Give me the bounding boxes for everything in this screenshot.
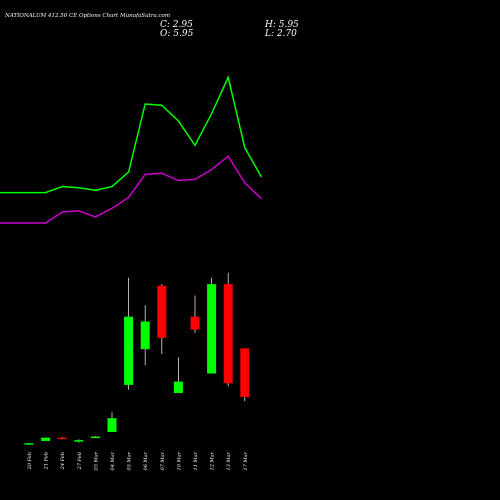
candle-13-mar — [240, 348, 250, 402]
x-tick-label: 05 Mar — [127, 451, 133, 470]
candle-21-feb — [41, 437, 51, 441]
candle-body — [140, 321, 150, 350]
high-value: H: 5.95 — [264, 20, 299, 30]
x-tick-label: 24 Feb — [60, 452, 66, 470]
x-tick-label: 10 Mar — [176, 451, 182, 470]
candle-20-feb — [24, 443, 34, 445]
x-axis-ticks: 20 Feb 21 Feb 24 Feb 27 Feb 03 Mar 04 Mar 05 M… — [27, 451, 249, 470]
x-tick-label: 17 Mar — [243, 451, 249, 470]
close-value: C: 2.95 — [160, 20, 193, 30]
candle-body — [190, 316, 200, 330]
x-tick-label: 13 Mar — [226, 451, 232, 470]
candle-body — [41, 437, 51, 441]
candle-body — [157, 285, 167, 338]
x-tick-label: 11 Mar — [193, 451, 199, 470]
x-tick-label: 06 Mar — [143, 451, 149, 470]
x-tick-label: 03 Mar — [93, 451, 99, 470]
low-value: L: 2.70 — [264, 29, 297, 39]
open-value: O: 5.95 — [160, 29, 194, 39]
x-tick-label: 20 Feb — [27, 452, 33, 470]
upper-line-series — [0, 74, 263, 194]
chart-title: NATIONALUM 412.50 CE Options Chart Munaf… — [4, 13, 170, 19]
candle-body — [90, 436, 100, 439]
x-tick-label: 12 Mar — [210, 451, 216, 470]
candle-body — [107, 418, 117, 432]
lower-line-series — [0, 155, 262, 224]
candle-05-mar — [140, 305, 150, 366]
candle-body — [124, 316, 134, 385]
candle-25-feb — [74, 439, 84, 443]
candle-04-mar — [124, 277, 134, 390]
candle-body — [240, 348, 250, 398]
x-tick-label: 04 Mar — [110, 451, 116, 470]
x-tick-label: 07 Mar — [160, 451, 166, 470]
indicator-lines — [0, 74, 263, 224]
candle-body — [223, 284, 233, 384]
candle-27-feb — [90, 436, 100, 439]
candle-12-mar — [223, 272, 233, 387]
candles — [24, 272, 250, 445]
candle-24-feb — [57, 436, 67, 440]
candle-body — [74, 440, 84, 442]
candle-body — [57, 437, 67, 440]
candle-03-mar — [107, 412, 117, 432]
candle-body — [173, 381, 183, 393]
x-tick-label: 27 Feb — [77, 452, 83, 470]
candle-06-mar — [157, 284, 167, 354]
candle-11-mar — [207, 277, 217, 374]
candle-body — [24, 443, 34, 445]
candle-10-mar — [190, 295, 200, 333]
candle-body — [207, 284, 217, 374]
x-tick-label: 21 Feb — [44, 452, 50, 470]
candle-07-mar — [173, 357, 183, 393]
